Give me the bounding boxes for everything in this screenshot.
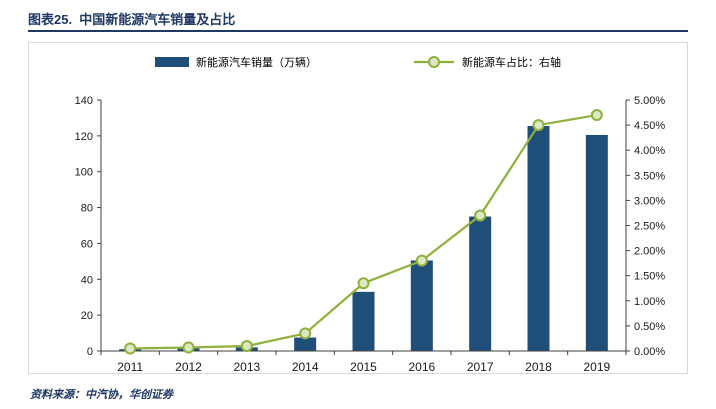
y-axis-right-label: 2.50% xyxy=(634,221,665,233)
y-axis-right-label: 0.00% xyxy=(634,346,665,358)
y-axis-right-label: 3.50% xyxy=(634,170,665,182)
y-axis-left-label: 0 xyxy=(87,346,93,358)
y-axis-right-label: 1.50% xyxy=(634,271,665,283)
y-axis-left-label: 80 xyxy=(81,203,93,215)
y-axis-left-label: 140 xyxy=(75,95,93,107)
chart-plot: 0 20 40 60 80 100 120 140 0.00% 0.50% 1.00% 1.50% 2.… xyxy=(75,95,666,374)
share-marker xyxy=(357,277,370,290)
share-marker xyxy=(532,119,545,132)
sales-bar xyxy=(527,125,550,351)
x-axis-label: 2015 xyxy=(350,360,377,374)
source-note: 资料来源：中汽协，华创证券 xyxy=(30,389,173,401)
sales-bar xyxy=(469,216,492,351)
legend-sales-label: 新能源汽车销量（万辆） xyxy=(196,57,317,69)
share-marker xyxy=(415,254,428,267)
y-axis-left-label: 60 xyxy=(81,238,93,250)
x-axis-label: 2018 xyxy=(525,360,552,374)
legend-share-label: 新能源车占比：右轴 xyxy=(462,57,561,69)
chart-title: 图表25. 中国新能源汽车销量及占比 xyxy=(28,12,236,27)
share-marker xyxy=(474,209,487,222)
sales-bar xyxy=(294,337,317,351)
y-axis-right-label: 2.00% xyxy=(634,246,665,258)
y-axis-left-label: 120 xyxy=(75,131,93,143)
share-marker xyxy=(240,339,253,352)
y-axis-right-label: 1.00% xyxy=(634,296,665,308)
legend-item-share: 新能源车占比：右轴 xyxy=(413,54,561,70)
x-axis-label: 2014 xyxy=(292,360,319,374)
bar-swatch-icon xyxy=(155,57,189,67)
y-axis-right-label: 3.00% xyxy=(634,195,665,207)
chart-legend: 新能源汽车销量（万辆） 新能源车占比：右轴 xyxy=(29,54,687,70)
x-axis-label: 2016 xyxy=(408,360,435,374)
x-axis-label: 2019 xyxy=(583,360,610,374)
x-axis-label: 2012 xyxy=(175,360,202,374)
line-swatch-icon xyxy=(414,56,454,68)
title-underline xyxy=(28,30,688,32)
x-axis-label: 2011 xyxy=(117,360,143,374)
legend-item-sales: 新能源汽车销量（万辆） xyxy=(155,54,317,70)
y-axis-left-label: 100 xyxy=(75,167,93,179)
sales-bar xyxy=(585,134,608,351)
y-axis-right-label: 0.50% xyxy=(634,321,665,333)
x-axis-label: 2013 xyxy=(233,360,260,374)
x-axis-label: 2017 xyxy=(467,360,494,374)
y-axis-right-label: 4.50% xyxy=(634,120,665,132)
y-axis-left-label: 20 xyxy=(81,310,93,322)
share-marker xyxy=(182,341,195,354)
sales-bar xyxy=(352,291,375,351)
y-axis-right-label: 5.00% xyxy=(634,95,665,107)
sales-bar xyxy=(410,260,433,351)
share-marker xyxy=(124,342,137,355)
y-axis-left-label: 40 xyxy=(81,274,93,286)
y-axis-right-label: 4.00% xyxy=(634,145,665,157)
chart-area: 新能源汽车销量（万辆） 新能源车占比：右轴 0 20 40 60 80 100 120 140… xyxy=(28,42,688,374)
share-marker xyxy=(299,327,312,340)
share-marker xyxy=(590,109,603,122)
